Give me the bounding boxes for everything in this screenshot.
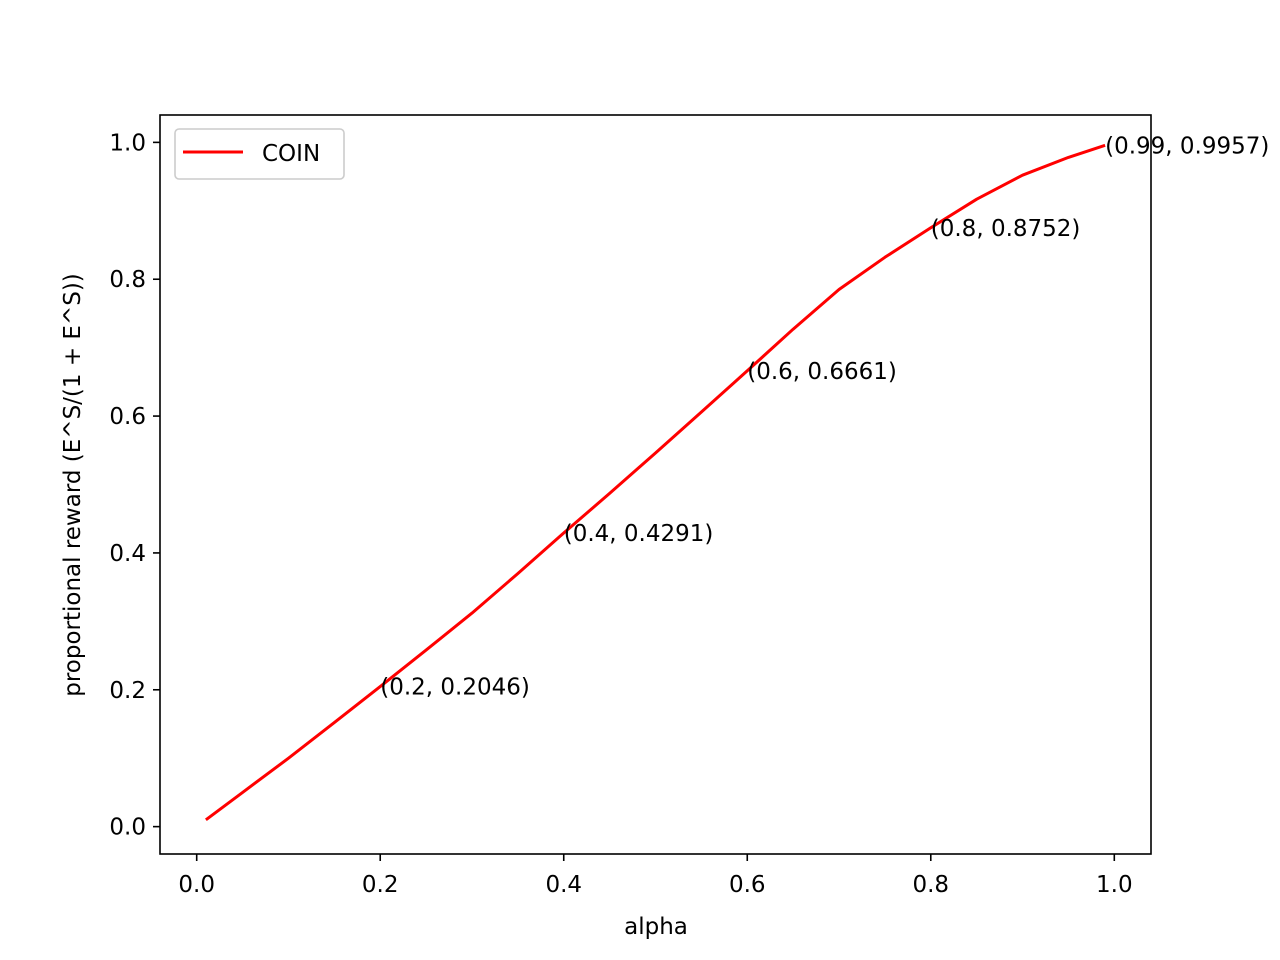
- point-annotation: (0.8, 0.8752): [931, 216, 1081, 242]
- point-annotations: (0.2, 0.2046) (0.4, 0.4291) (0.6, 0.6661) (…: [380, 133, 1269, 700]
- point-annotation: (0.4, 0.4291): [564, 521, 714, 547]
- y-axis-label: proportional reward (E^S/(1 + E^S)): [60, 273, 86, 697]
- legend: COIN: [174, 128, 345, 180]
- y-tick-label: 1.0: [109, 130, 146, 156]
- x-tick-label: 1.0: [1096, 872, 1133, 898]
- plot-frame: [159, 114, 1152, 855]
- x-tick-label: 0.4: [545, 872, 582, 898]
- point-annotation: (0.2, 0.2046): [380, 675, 530, 701]
- x-tick-label: 0.0: [178, 872, 215, 898]
- point-annotation: (0.6, 0.6661): [747, 359, 897, 385]
- x-tick-label: 0.6: [729, 872, 766, 898]
- y-axis-ticks: 0.0 0.2 0.4 0.6 0.8 1.0: [109, 130, 160, 841]
- coin-series-line: [205, 143, 1106, 822]
- y-tick-label: 0.0: [109, 815, 146, 841]
- legend-label-coin: COIN: [262, 141, 320, 167]
- y-tick-label: 0.6: [109, 404, 146, 430]
- x-tick-label: 0.8: [912, 872, 949, 898]
- y-tick-label: 0.8: [109, 267, 146, 293]
- point-annotation: (0.99, 0.9957): [1105, 133, 1269, 159]
- x-tick-label: 0.2: [362, 872, 399, 898]
- x-axis-label: alpha: [624, 914, 688, 940]
- legend-box: [174, 128, 345, 180]
- y-tick-label: 0.4: [109, 541, 146, 567]
- y-tick-label: 0.2: [109, 678, 146, 704]
- x-axis-ticks: 0.0 0.2 0.4 0.6 0.8 1.0: [178, 854, 1133, 898]
